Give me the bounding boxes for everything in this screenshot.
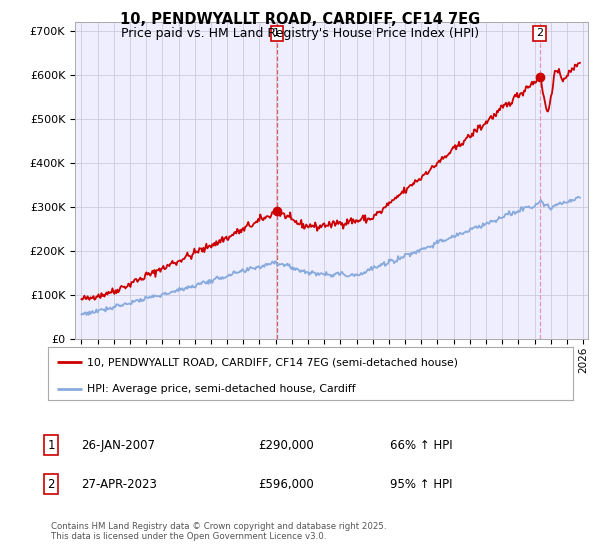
Text: 2: 2: [47, 478, 55, 491]
Text: 10, PENDWYALLT ROAD, CARDIFF, CF14 7EG (semi-detached house): 10, PENDWYALLT ROAD, CARDIFF, CF14 7EG (…: [88, 357, 458, 367]
Text: Contains HM Land Registry data © Crown copyright and database right 2025.
This d: Contains HM Land Registry data © Crown c…: [51, 522, 386, 542]
Text: 27-APR-2023: 27-APR-2023: [81, 478, 157, 491]
Text: 1: 1: [274, 29, 280, 39]
Text: 26-JAN-2007: 26-JAN-2007: [81, 438, 155, 452]
Text: 95% ↑ HPI: 95% ↑ HPI: [390, 478, 452, 491]
Text: £290,000: £290,000: [258, 438, 314, 452]
Text: 1: 1: [47, 438, 55, 452]
Text: HPI: Average price, semi-detached house, Cardiff: HPI: Average price, semi-detached house,…: [88, 384, 356, 394]
Text: 2: 2: [536, 29, 544, 39]
Text: £596,000: £596,000: [258, 478, 314, 491]
Text: 66% ↑ HPI: 66% ↑ HPI: [390, 438, 452, 452]
Text: Price paid vs. HM Land Registry's House Price Index (HPI): Price paid vs. HM Land Registry's House …: [121, 27, 479, 40]
Text: 10, PENDWYALLT ROAD, CARDIFF, CF14 7EG: 10, PENDWYALLT ROAD, CARDIFF, CF14 7EG: [120, 12, 480, 27]
